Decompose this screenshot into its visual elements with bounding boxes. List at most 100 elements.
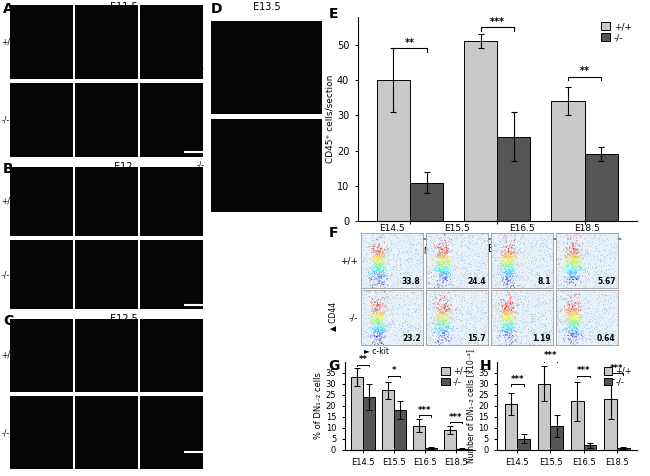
Point [509,303,519,311]
Point [560,256,571,264]
Point [543,268,554,275]
Point [445,279,455,287]
Point [364,274,374,282]
Point [402,257,413,264]
Point [497,307,508,315]
Point [433,304,443,312]
Point [426,244,436,252]
Point [497,257,507,264]
Point [595,231,606,239]
Point [449,283,460,291]
Point [504,277,514,284]
Point [441,271,452,279]
Point [555,341,566,348]
Point [591,273,601,281]
Point [369,267,379,275]
Point [413,319,423,327]
Point [375,314,385,321]
Point [488,261,498,269]
Point [366,266,376,274]
Point [435,323,445,331]
Point [401,247,411,254]
Point [492,324,502,332]
Point [499,307,509,314]
Point [369,254,380,261]
Point [372,280,382,288]
Text: E11.5: E11.5 [110,2,137,12]
Point [428,295,438,303]
Point [447,248,458,256]
Point [604,322,614,330]
Point [438,308,448,316]
Point [590,280,601,288]
Point [392,280,402,288]
Point [503,277,514,285]
Point [365,312,376,320]
Point [365,333,376,341]
Point [443,266,453,273]
Point [565,267,575,275]
Point [566,269,577,277]
Point [373,255,384,263]
Point [571,276,581,283]
Point [437,258,448,265]
Point [373,240,384,248]
Point [443,320,454,327]
Point [563,329,573,337]
Point [508,262,518,269]
Point [566,322,577,329]
Point [570,253,580,260]
Point [408,276,418,283]
Point [440,322,450,330]
Point [588,247,599,255]
Point [578,250,589,258]
Point [374,267,385,274]
Point [373,318,384,326]
Point [445,273,455,280]
Point [383,293,393,300]
Point [560,252,570,259]
Point [436,306,446,313]
Point [495,289,505,297]
Point [569,307,580,315]
Point [373,255,384,263]
Point [391,264,402,272]
Point [506,339,516,347]
Point [467,329,477,337]
Point [505,300,515,307]
Point [437,269,448,277]
Point [428,285,438,292]
Point [452,327,463,335]
Point [439,244,450,252]
Point [436,327,447,334]
Point [491,256,502,264]
Point [537,255,547,262]
Point [447,318,458,326]
Point [508,338,518,346]
Point [378,261,388,268]
Point [443,258,453,266]
Point [560,325,571,333]
Point [566,260,576,268]
Bar [538,384,551,450]
Point [448,231,458,239]
Point [567,256,578,263]
Point [610,340,621,348]
Point [479,323,489,330]
Point [424,339,435,347]
Point [428,265,438,273]
Point [553,322,564,329]
Point [387,265,397,273]
Point [443,244,453,252]
Point [575,327,585,334]
Point [502,265,513,272]
Point [571,258,582,266]
Point [554,258,565,266]
Point [389,331,400,339]
Point [382,269,392,277]
Point [379,273,389,280]
Point [531,263,541,270]
Point [408,288,419,296]
Point [604,261,614,268]
Point [489,327,499,334]
